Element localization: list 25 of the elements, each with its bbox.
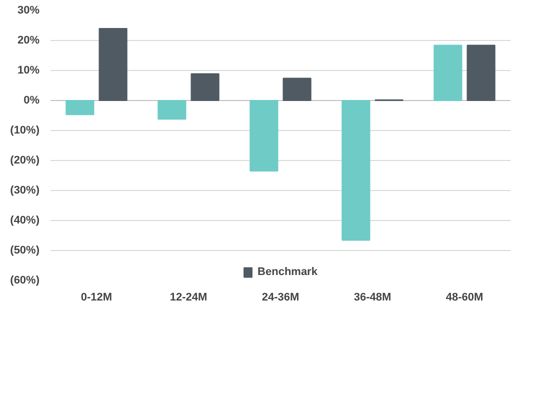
y-tick-label: (10%) (10, 124, 40, 136)
x-tick-label: 36-48M (354, 292, 392, 304)
legend-label: Benchmark (258, 266, 318, 278)
y-tick-label: (50%) (10, 244, 40, 256)
bar (190, 73, 220, 101)
x-tick-label: 48-60M (446, 292, 484, 304)
y-tick-label: 10% (17, 64, 40, 76)
bar (434, 44, 462, 101)
bar (466, 44, 496, 101)
x-tick-label: 24-36M (262, 292, 300, 304)
bar (98, 28, 128, 101)
x-tick-label: 0-12M (80, 292, 112, 304)
bar (66, 100, 94, 116)
x-tick-label: 12-24M (170, 292, 208, 304)
y-tick-label: 0% (24, 94, 40, 106)
bar (158, 100, 186, 120)
y-tick-label: (60%) (10, 274, 40, 286)
y-tick-label: (20%) (10, 154, 40, 166)
y-tick-label: (30%) (10, 184, 40, 196)
bar (250, 100, 278, 172)
y-tick-label: 20% (17, 34, 40, 46)
bar (342, 100, 370, 241)
bar (282, 78, 312, 101)
y-tick-label: (40%) (10, 214, 40, 226)
y-tick-label: 30% (17, 4, 40, 16)
